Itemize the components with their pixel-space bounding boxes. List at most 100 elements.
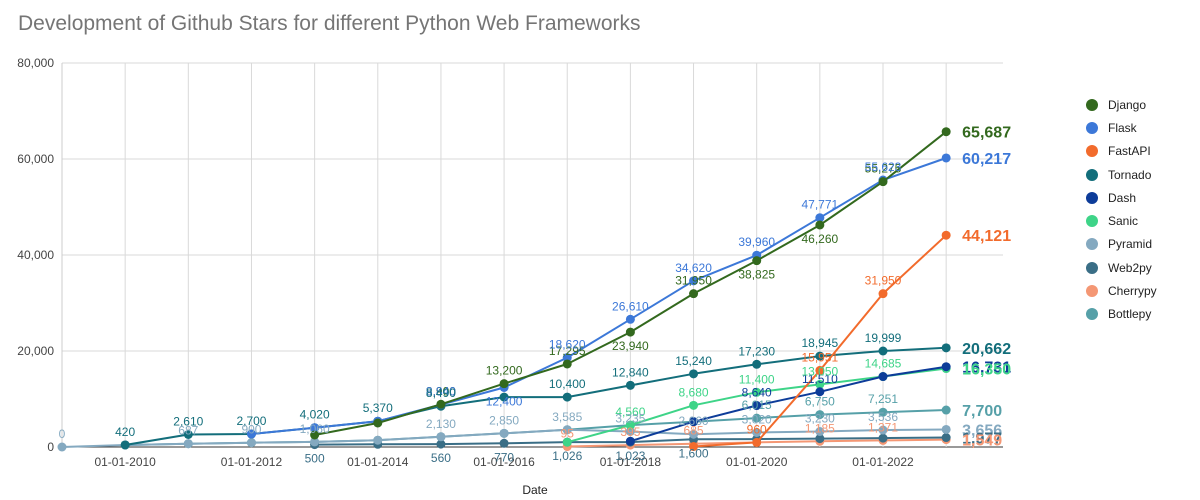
data-label-bottlepy: 7,251	[868, 392, 898, 406]
end-value-label-django: 65,687	[962, 125, 1011, 142]
data-point-pyramid	[878, 425, 888, 435]
data-point-tornado	[878, 346, 888, 356]
legend-item-sanic: Sanic	[1086, 209, 1191, 232]
end-value-label-tornado: 20,662	[962, 341, 1011, 358]
data-point-sanic	[689, 400, 699, 410]
data-label-sanic: 13,050	[802, 364, 839, 378]
data-label-flask: 55,623	[865, 160, 902, 174]
data-point-tornado	[562, 392, 572, 402]
data-label-cherrypy: 685	[684, 424, 704, 438]
legend-label: FastAPI	[1108, 144, 1151, 159]
data-point-dash	[878, 372, 888, 382]
data-point-dash	[752, 401, 762, 411]
data-label-web2py: 560	[431, 451, 451, 465]
data-label-tornado: 15,240	[675, 354, 712, 368]
legend-label: Web2py	[1108, 260, 1152, 275]
data-label-sanic: 4,560	[615, 405, 645, 419]
legend-item-flask: Flask	[1086, 116, 1191, 139]
legend-label: Sanic	[1108, 214, 1139, 229]
data-point-dash	[689, 417, 699, 427]
legend-swatch	[1086, 191, 1098, 204]
legend-swatch	[1086, 261, 1098, 274]
data-label-pyramid: 2,850	[489, 413, 519, 427]
data-label-sanic: 14,685	[865, 357, 902, 371]
legend-label: Cherrypy	[1108, 284, 1157, 299]
data-point-pyramid	[183, 439, 193, 449]
data-label-django: 13,200	[486, 364, 523, 378]
data-point-django	[941, 127, 951, 137]
legend-swatch	[1086, 238, 1098, 251]
x-tick-label: 01-01-2018	[600, 455, 662, 469]
data-label-django: 46,260	[802, 232, 839, 246]
x-tick-label: 01-01-2014	[347, 455, 409, 469]
data-point-pyramid	[752, 428, 762, 438]
data-point-pyramid	[625, 426, 635, 436]
data-point-flask	[310, 423, 320, 433]
data-label-pyramid: 2,660	[679, 414, 709, 428]
data-point-flask	[625, 314, 635, 324]
data-label-bottlepy: 6,750	[805, 395, 835, 409]
data-label-django: 8,900	[426, 384, 456, 398]
data-point-tornado	[815, 351, 825, 361]
data-label-flask: 39,960	[738, 235, 775, 249]
data-point-fastapi	[752, 437, 762, 447]
data-label-pyramid: 0	[59, 427, 66, 441]
data-label-tornado: 4,020	[300, 408, 330, 422]
data-label-tornado: 19,999	[865, 331, 902, 345]
data-point-sanic	[625, 420, 635, 430]
data-point-web2py	[815, 434, 825, 444]
data-point-fastapi	[689, 442, 699, 452]
legend-swatch	[1086, 98, 1098, 111]
x-tick-label: 01-01-2022	[852, 455, 914, 469]
data-point-django	[562, 359, 572, 369]
data-point-sanic	[562, 437, 572, 447]
legend-item-django: Django	[1086, 93, 1191, 116]
legend-label: Bottlepy	[1108, 307, 1152, 322]
data-label-tornado: 18,945	[802, 336, 839, 350]
y-tick-label: 60,000	[17, 152, 54, 166]
x-tick-label: 01-01-2012	[221, 455, 283, 469]
data-point-flask	[689, 276, 699, 286]
legend-item-cherrypy: Cherrypy	[1086, 279, 1191, 302]
data-label-django: 31,950	[675, 274, 712, 288]
data-label-pyramid: 900	[241, 423, 261, 437]
data-label-sanic: 8,680	[679, 385, 709, 399]
y-tick-label: 80,000	[17, 56, 54, 70]
legend-swatch	[1086, 285, 1098, 298]
data-point-pyramid	[499, 428, 509, 438]
data-point-sanic	[752, 387, 762, 397]
data-label-tornado: 5,370	[363, 401, 393, 415]
legend-swatch	[1086, 121, 1098, 134]
data-point-bottlepy	[878, 407, 888, 417]
data-point-bottlepy	[815, 410, 825, 420]
data-label-pyramid: 1,060	[300, 422, 330, 436]
data-label-cherrypy: 1,371	[868, 420, 898, 434]
legend-item-fastapi: FastAPI	[1086, 140, 1191, 163]
data-point-django	[752, 256, 762, 266]
data-label-django: 55,275	[865, 162, 902, 176]
data-point-fastapi	[815, 365, 825, 375]
data-label-flask: 8,840	[426, 385, 456, 399]
legend-label: Tornado	[1108, 167, 1152, 182]
data-label-pyramid: 2,130	[426, 417, 456, 431]
legend-item-pyramid: Pyramid	[1086, 233, 1191, 256]
chart-title: Development of Github Stars for differen…	[18, 12, 641, 35]
end-value-label-dash: 16,731	[962, 360, 1011, 377]
data-label-django: 23,940	[612, 339, 649, 353]
data-point-bottlepy	[752, 413, 762, 423]
data-point-django	[625, 327, 635, 337]
data-label-web2py: 1,023	[615, 449, 645, 463]
chart-legend: Django Flask FastAPI Tornado Dash Sanic Pyrami…	[1086, 93, 1191, 326]
data-label-tornado: 12,840	[612, 365, 649, 379]
legend-item-dash: Dash	[1086, 186, 1191, 209]
data-point-web2py	[941, 433, 951, 443]
legend-item-bottlepy: Bottlepy	[1086, 303, 1191, 326]
data-point-pyramid	[815, 426, 825, 436]
data-label-web2py: 1,026	[552, 449, 582, 463]
data-label-cherrypy: 95	[561, 427, 575, 441]
data-point-web2py	[878, 433, 888, 443]
data-point-pyramid	[562, 425, 572, 435]
data-label-dash: 11,510	[802, 372, 838, 386]
data-point-tornado	[752, 359, 762, 369]
